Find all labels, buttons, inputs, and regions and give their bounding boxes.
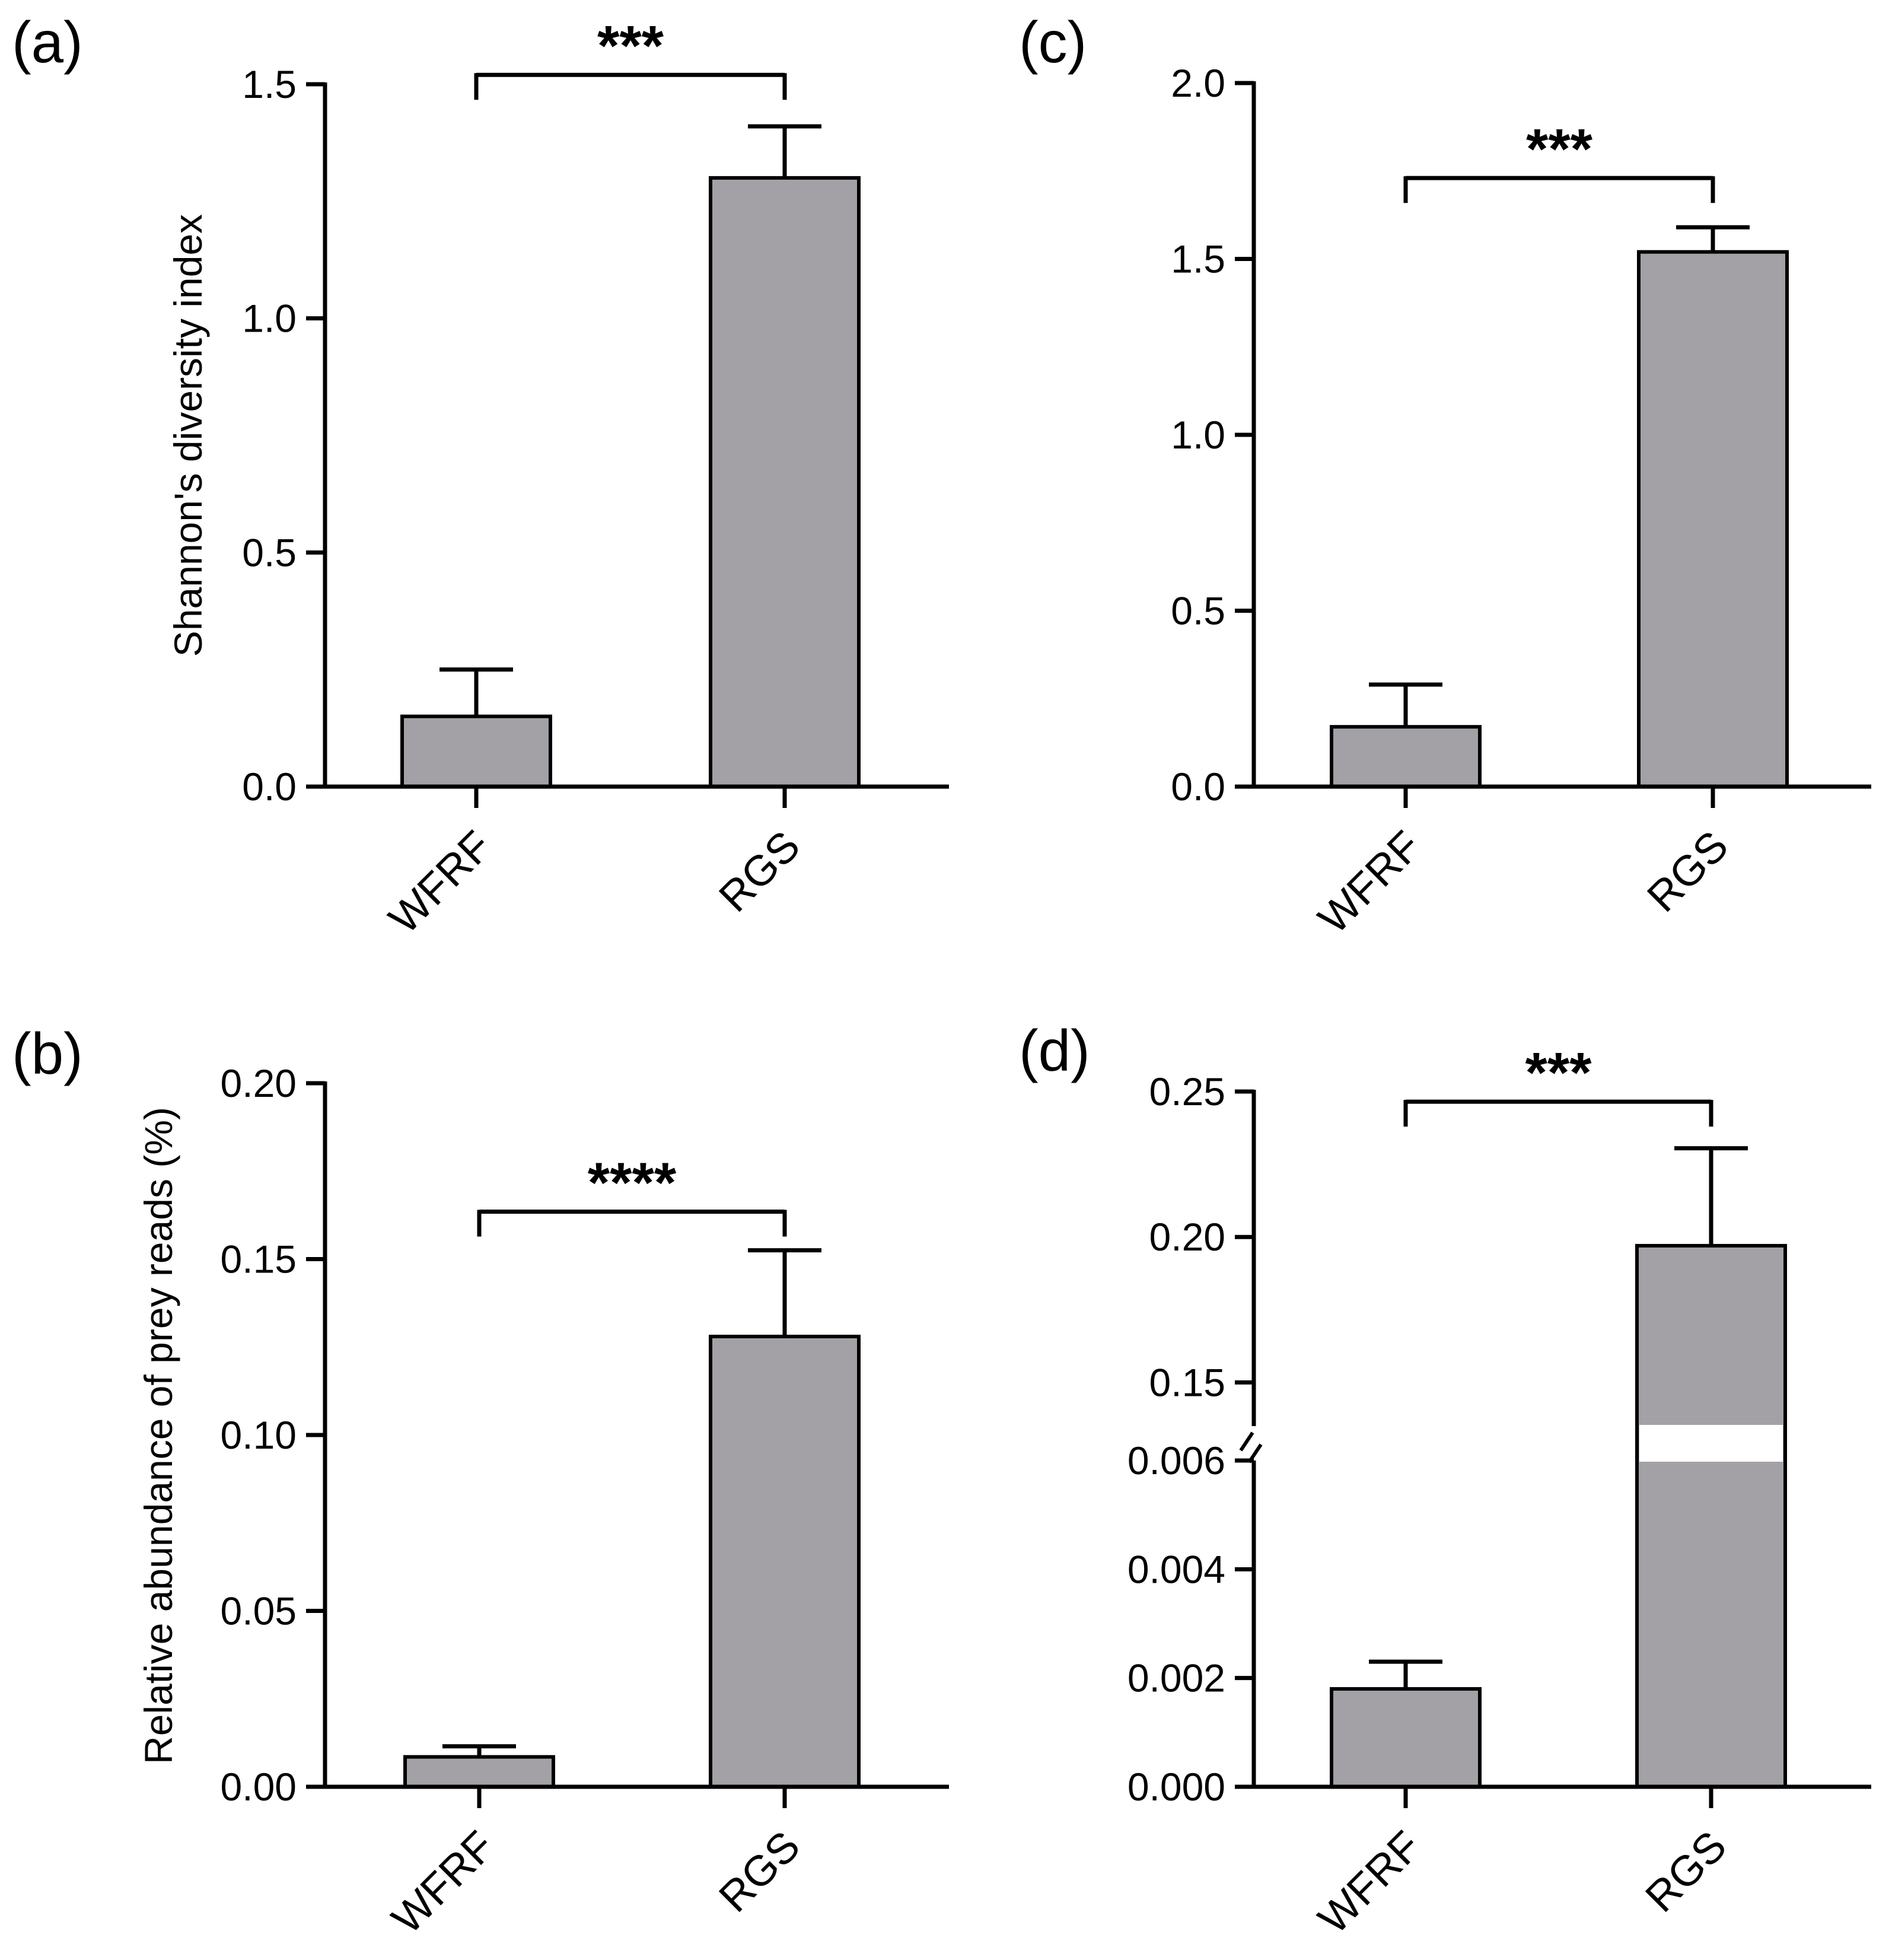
significance-stars: *** [1525,1041,1592,1105]
y-tick-label: 0.002 [1127,1656,1225,1700]
x-category-label: WFRF [1310,822,1431,943]
bar-wfrf [1330,1687,1482,1789]
y-tick-label: 1.0 [1171,413,1225,457]
y-tick-label: 0.006 [1127,1439,1225,1482]
x-category-label: WFRF [1310,1822,1431,1943]
panel-letter: (c) [1019,9,1087,75]
y-tick-label: 0.004 [1127,1547,1225,1591]
y-tick-label: 0.5 [242,530,297,574]
y-tick-label: 0.20 [1149,1215,1225,1259]
y-tick-label: 1.5 [242,62,297,106]
y-tick-label: 2.0 [1171,61,1225,105]
significance-stars: *** [1526,117,1593,181]
y-tick-label: 1.0 [242,297,297,341]
panel-c: (c) 0.0 0.5 1.0 1.5 2.0 WFRF RGS *** [1019,9,1871,943]
x-category-label: RGS [1638,822,1737,921]
panel-a: (a) Shannon's diversity index 0.0 0.5 1.0 1.5… [12,9,949,943]
y-tick-label: 0.20 [221,1061,297,1105]
bar-wfrf [1330,725,1482,788]
bar-rgs [709,176,861,788]
y-tick-label: 0.15 [221,1237,297,1281]
y-axis-title: Shannon's diversity index [166,214,210,657]
axis-break-gap [1639,1425,1783,1462]
significance-stars: **** [588,1151,677,1214]
x-category-label: RGS [1636,1822,1735,1921]
y-tick-label: 0.15 [1149,1360,1225,1404]
axis-break-mark [1239,1431,1254,1452]
panel-letter: (a) [12,9,83,75]
significance-stars: *** [597,14,664,78]
x-category-label: RGS [710,822,809,921]
bar-wfrf [403,1755,555,1789]
bar-wfrf [400,714,552,788]
y-axis-title: Relative abundance of prey reads (%) [136,1107,180,1764]
x-category-label: RGS [710,1822,809,1921]
y-tick-label: 0.0 [1171,765,1225,809]
y-tick-label: 0.25 [1149,1070,1225,1113]
panel-b: (b) Relative abundance of prey reads (%) 0… [12,1021,949,1943]
bar-rgs [1637,250,1789,788]
x-category-label: WFRF [383,1822,504,1943]
y-tick-label: 0.0 [242,765,297,809]
panel-letter: (b) [12,1021,83,1086]
axis-break-mark [1247,1443,1263,1463]
y-tick-label: 0.5 [1171,589,1225,633]
bar-rgs [1635,1243,1787,1789]
y-tick-label: 0.00 [221,1765,297,1809]
y-tick-label: 0.000 [1127,1765,1225,1809]
x-category-label: WFRF [380,822,501,943]
y-tick-label: 0.10 [221,1413,297,1457]
y-tick-label: 1.5 [1171,237,1225,281]
panel-letter: (d) [1019,1018,1090,1083]
bar-rgs [709,1334,861,1789]
panel-d: (d) 0.000 0.002 0.004 0.006 0.15 0.20 0.25 WFRF R… [1019,1018,1871,1943]
y-tick-label: 0.05 [221,1589,297,1633]
